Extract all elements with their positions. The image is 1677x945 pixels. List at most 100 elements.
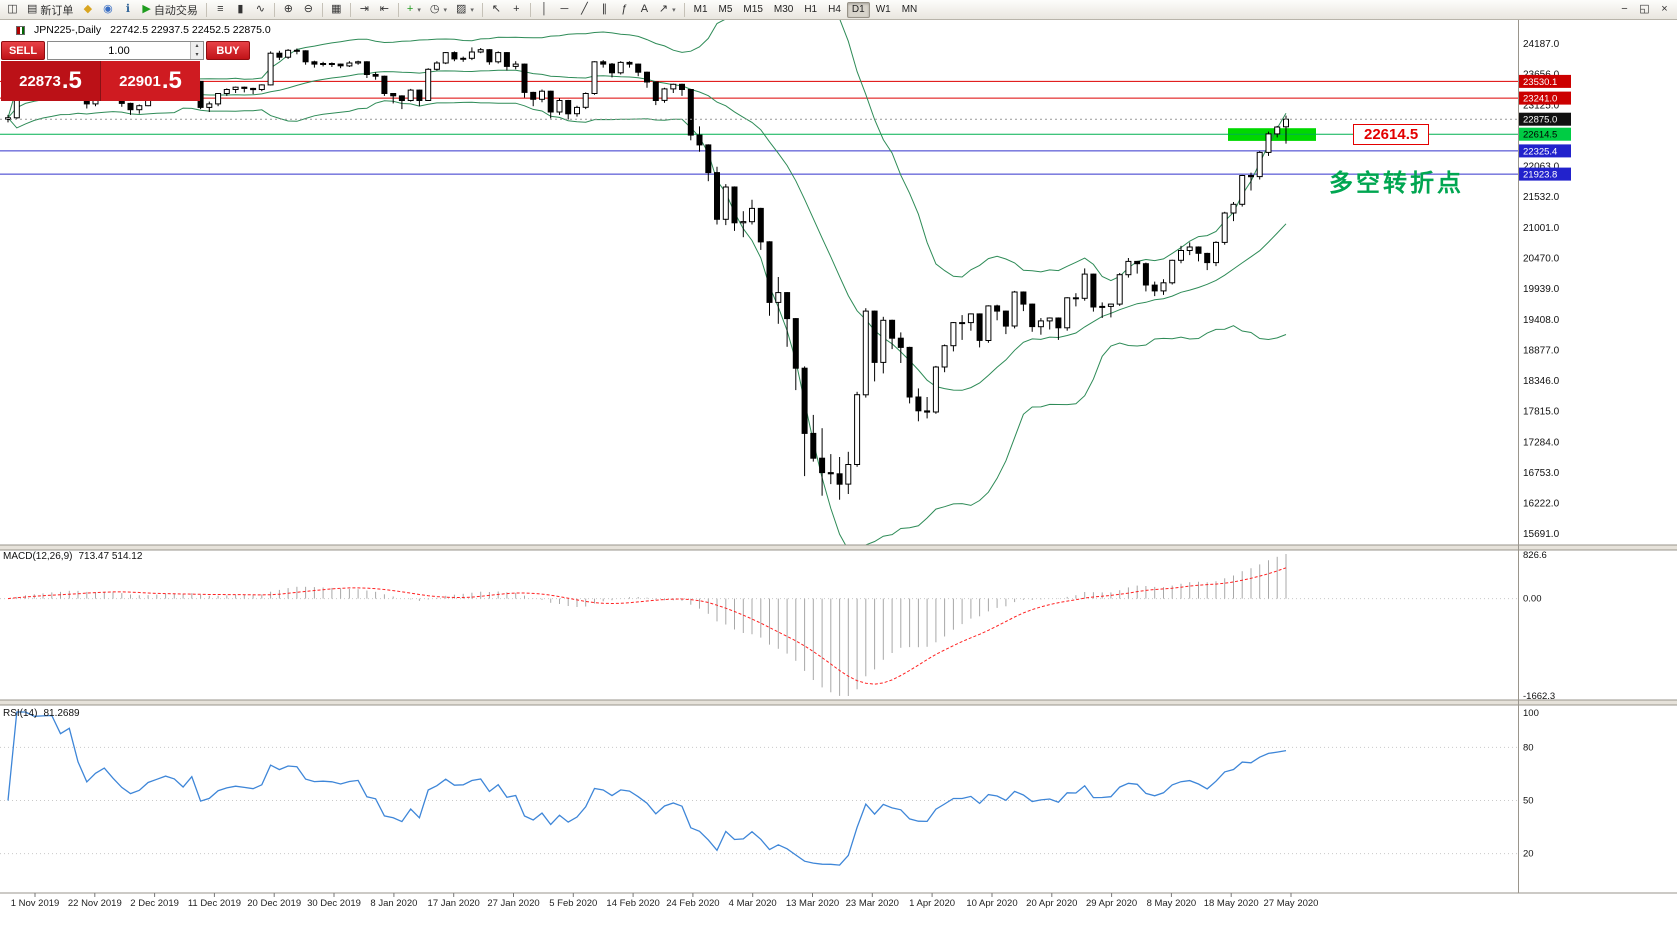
cursor-button[interactable]: ↖ <box>487 1 506 18</box>
crosshair-button[interactable]: + <box>507 1 526 18</box>
buy-button[interactable]: BUY <box>206 41 250 60</box>
sell-button[interactable]: SELL <box>1 41 45 60</box>
periods-button[interactable]: ◷ ▾ <box>426 1 451 18</box>
buy-price-display[interactable]: 22901 .5 <box>100 61 200 101</box>
hline-price-tag <box>1519 91 1571 105</box>
sell-price-display[interactable]: 22873 .5 <box>1 61 100 101</box>
date-label: 2 Dec 2019 <box>130 898 179 909</box>
date-label: 20 Apr 2020 <box>1026 898 1077 909</box>
time-scale[interactable]: 1 Nov 2019 22 Nov 2019 2 Dec 2019 11 Dec 20… <box>11 893 1319 909</box>
navigator-icon: ◉ <box>103 3 113 15</box>
dropdown-arrow-icon: ▾ <box>672 6 676 14</box>
rsi-indicator-label: RSI(14) 81.2689 <box>3 708 80 719</box>
date-label: 5 Feb 2020 <box>549 898 597 909</box>
toolbar-separator <box>349 2 351 17</box>
zoom-out-icon: ⊖ <box>303 3 313 15</box>
vertical-line-icon: │ <box>540 3 548 15</box>
timeframe-h1-button[interactable]: H1 <box>799 2 822 18</box>
line-chart-button[interactable]: ∿ <box>251 1 270 18</box>
window-close-button[interactable]: × <box>1655 1 1674 18</box>
date-label: 14 Feb 2020 <box>606 898 659 909</box>
hline-price-tag-label: 22325.4 <box>1523 146 1557 157</box>
hline-price-tag-label: 22614.5 <box>1523 130 1557 141</box>
chart-window-button[interactable]: ◫ <box>3 1 22 18</box>
metaeditor-button[interactable]: ◆ <box>78 1 97 18</box>
timeframe-m15-button[interactable]: M15 <box>738 2 767 18</box>
sell-price-pip: .5 <box>61 67 82 94</box>
candlestick-chart-button[interactable]: ▮ <box>231 1 250 18</box>
zoom-in-button[interactable]: ⊕ <box>279 1 298 18</box>
price-axis-label: 21001.0 <box>1523 223 1560 234</box>
date-label: 30 Dec 2019 <box>307 898 361 909</box>
timeframe-m30-button[interactable]: M30 <box>769 2 798 18</box>
toolbar-separator <box>481 2 483 17</box>
toolbar-separator <box>683 2 685 17</box>
panel-separator-bar[interactable] <box>0 700 1677 705</box>
info-button[interactable]: ℹ <box>118 1 137 18</box>
fibonacci-button[interactable]: ƒ <box>615 1 634 18</box>
hline-price-tag <box>1519 74 1571 88</box>
indicators-icon: + <box>406 3 414 15</box>
price-axis-label: 20470.0 <box>1523 254 1560 265</box>
fibonacci-icon: ƒ <box>621 3 628 15</box>
toolbar-separator <box>321 2 323 17</box>
auto-scroll-button[interactable]: ⇥ <box>355 1 374 18</box>
price-axis-label: 24187.0 <box>1523 39 1560 50</box>
timeframe-m5-button[interactable]: M5 <box>714 2 738 18</box>
timeframe-w1-button[interactable]: W1 <box>871 2 896 18</box>
window-minimize-button[interactable]: − <box>1615 1 1634 18</box>
horizontal-line-button[interactable]: ─ <box>555 1 574 18</box>
macd-values: 713.47 514.12 <box>78 551 143 562</box>
rsi-name: RSI(14) <box>3 708 38 719</box>
autotrading-button[interactable]: ▶ 自动交易 <box>138 1 201 18</box>
date-label: 20 Dec 2019 <box>247 898 301 909</box>
date-label: 8 May 2020 <box>1147 898 1197 909</box>
navigator-button[interactable]: ◉ <box>98 1 117 18</box>
bollinger-upper-band <box>7 20 1287 282</box>
rsi-axis-label: 50 <box>1523 796 1534 807</box>
channel-button[interactable]: ∥ <box>595 1 614 18</box>
vertical-line-button[interactable]: │ <box>535 1 554 18</box>
crosshair-icon: + <box>513 3 520 15</box>
arrows-button[interactable]: ↗ ▾ <box>655 1 680 18</box>
toolbar-separator <box>205 2 207 17</box>
volume-input[interactable] <box>48 42 190 59</box>
price-axis-label: 19408.0 <box>1523 315 1560 326</box>
price-axis-label: 15691.0 <box>1523 529 1560 540</box>
panel-separator-bar[interactable] <box>0 545 1677 550</box>
chart-title: JPN225-,Daily 22742.5 22937.5 22452.5 22… <box>16 24 271 36</box>
rsi-line <box>7 711 1287 866</box>
window-restore-button[interactable]: ◱ <box>1635 1 1654 18</box>
macd-signal-line <box>7 567 1287 685</box>
buy-price-pip: .5 <box>161 67 182 94</box>
macd-name: MACD(12,26,9) <box>3 551 73 562</box>
timeframe-m1-button[interactable]: M1 <box>689 2 713 18</box>
timeframe-mn-button[interactable]: MN <box>897 2 923 18</box>
date-label: 17 Jan 2020 <box>428 898 480 909</box>
trendline-button[interactable]: ╱ <box>575 1 594 18</box>
spinner-up-icon[interactable]: ▴ <box>191 42 203 51</box>
dropdown-arrow-icon: ▾ <box>417 6 421 14</box>
indicators-button[interactable]: + ▾ <box>403 1 425 18</box>
hline-price-tag-label: 21923.8 <box>1523 170 1557 181</box>
tile-windows-button[interactable]: ▦ <box>327 1 346 18</box>
toolbar-separator <box>273 2 275 17</box>
volume-field: ▴ ▾ <box>47 41 204 60</box>
spinner-down-icon[interactable]: ▾ <box>191 50 203 59</box>
zoom-out-button[interactable]: ⊖ <box>299 1 318 18</box>
bar-chart-button[interactable]: ≡ <box>211 1 230 18</box>
timeframe-d1-button[interactable]: D1 <box>846 1 870 18</box>
trendline-icon: ╱ <box>581 3 588 15</box>
price-scale[interactable]: 24187.023656.023125.022594.022063.021532… <box>1519 39 1571 540</box>
hline-price-tag-label: 23530.1 <box>1523 77 1557 88</box>
templates-button[interactable]: ▨ ▾ <box>452 1 478 18</box>
turning-point-annotation[interactable]: 多空转折点 <box>1329 170 1464 197</box>
new-order-button[interactable]: ▤ 新订单 <box>23 1 77 18</box>
date-label: 8 Jan 2020 <box>370 898 417 909</box>
price-label-annotation[interactable]: 22614.5 <box>1353 124 1430 145</box>
text-button[interactable]: A <box>635 1 654 18</box>
date-label: 18 May 2020 <box>1204 898 1259 909</box>
main-chart-area[interactable] <box>0 20 1518 550</box>
chart-shift-button[interactable]: ⇤ <box>375 1 394 18</box>
timeframe-h4-button[interactable]: H4 <box>823 2 846 18</box>
